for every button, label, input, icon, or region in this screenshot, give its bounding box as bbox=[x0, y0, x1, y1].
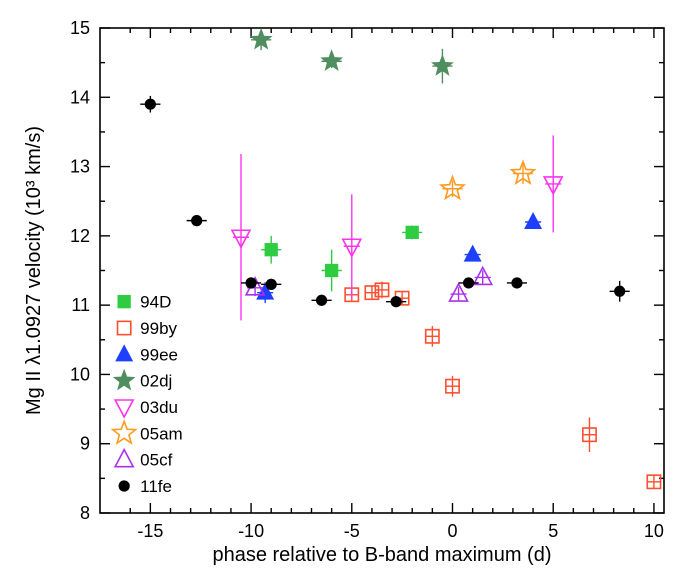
y-tick-label: 14 bbox=[70, 87, 90, 107]
legend-label: 05am bbox=[140, 424, 183, 443]
y-tick-label: 11 bbox=[71, 295, 90, 315]
y-tick-label: 10 bbox=[70, 364, 90, 384]
y-axis-label: Mg II λ1.0927 velocity (10³ km/s) bbox=[23, 126, 45, 415]
y-tick-label: 12 bbox=[70, 226, 90, 246]
y-tick-label: 13 bbox=[70, 157, 90, 177]
legend-label: 02dj bbox=[140, 372, 172, 391]
data-layer bbox=[140, 28, 660, 489]
scatter-chart: -15 -10 -5 0 5 10 8 9 10 11 12 13 14 15 phase relative… bbox=[0, 0, 700, 583]
legend-label: 99by bbox=[140, 319, 177, 338]
plot-frame bbox=[100, 28, 664, 513]
y-tick-label: 9 bbox=[80, 434, 90, 454]
legend-label: 05cf bbox=[140, 451, 172, 470]
chart-container: -15 -10 -5 0 5 10 8 9 10 11 12 13 14 15 phase relative… bbox=[0, 0, 700, 583]
x-tick-label: 0 bbox=[447, 521, 457, 541]
x-tick-label: 5 bbox=[548, 521, 558, 541]
legend-label: 94D bbox=[140, 293, 171, 312]
legend-label: 99ee bbox=[140, 345, 178, 364]
x-tick-label: -15 bbox=[137, 521, 163, 541]
y-tick-label: 15 bbox=[70, 18, 90, 38]
legend: 94D 99by 99ee 02dj 03du 05am 05cf 11fe bbox=[113, 293, 183, 496]
legend-label: 03du bbox=[140, 398, 178, 417]
x-tick-label: -5 bbox=[344, 521, 360, 541]
x-tick-label: 10 bbox=[644, 521, 664, 541]
x-tick-label: -10 bbox=[238, 521, 264, 541]
x-axis-label: phase relative to B-band maximum (d) bbox=[212, 544, 551, 566]
y-tick-label: 8 bbox=[80, 503, 90, 523]
legend-label: 11fe bbox=[140, 477, 172, 496]
